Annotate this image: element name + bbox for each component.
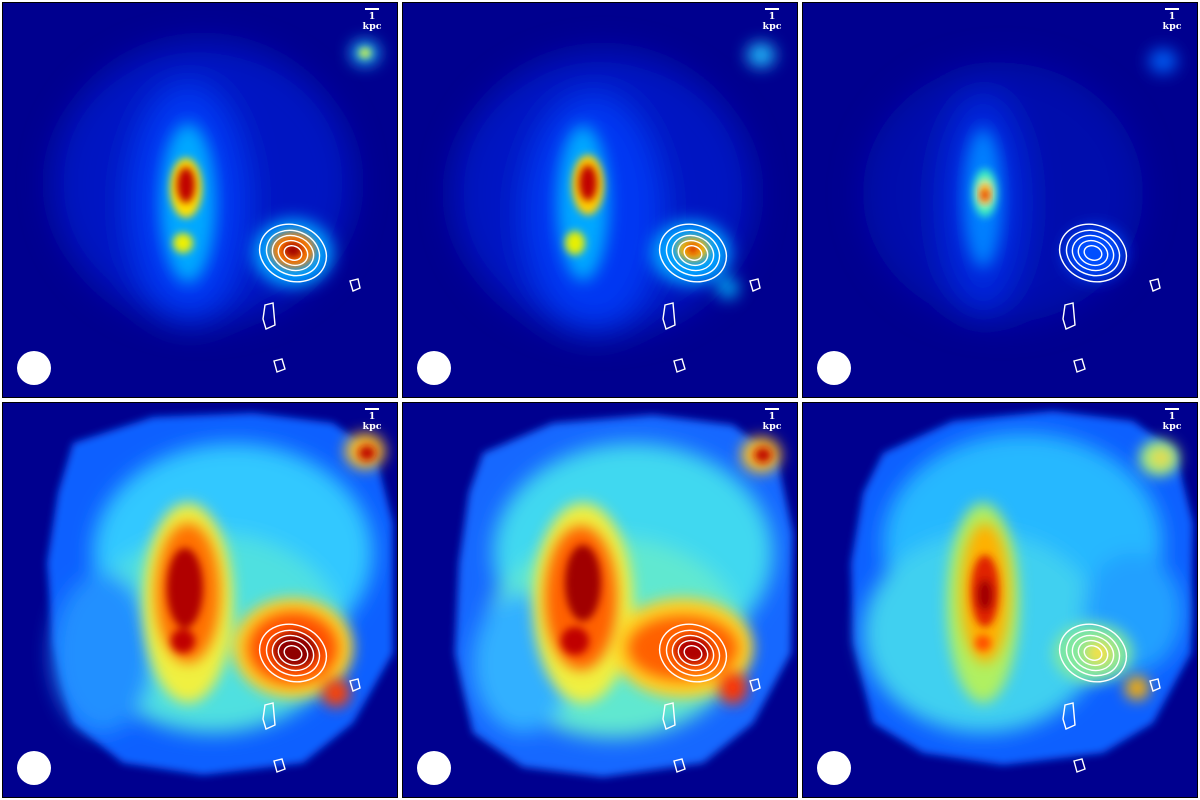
contour-lines	[258, 623, 361, 773]
scale-bar: 1 kpc	[758, 408, 786, 432]
scale-bar-line	[1165, 8, 1179, 10]
scale-bar-line	[365, 8, 379, 10]
contour-lines	[1058, 623, 1161, 773]
scale-bar-label: 1 kpc	[362, 411, 382, 432]
panel-bottom-left: 1 kpc	[2, 402, 398, 798]
intensity-map	[803, 3, 1197, 397]
panel-bottom-middle: 1 kpc	[402, 402, 798, 798]
panel-top-left: 1 kpc	[2, 2, 398, 398]
contour-lines	[258, 223, 361, 373]
intensity-map	[403, 3, 797, 397]
scale-bar: 1 kpc	[358, 8, 386, 32]
scale-bar: 1 kpc	[1158, 8, 1186, 32]
beam-circle	[417, 351, 451, 385]
intensity-map	[803, 403, 1197, 797]
panel-top-middle: 1 kpc	[402, 2, 798, 398]
beam-circle	[417, 751, 451, 785]
scale-bar-label: 1 kpc	[1162, 411, 1182, 432]
intensity-map	[3, 403, 397, 797]
scale-bar-label: 1 kpc	[1162, 11, 1182, 32]
intensity-map	[3, 3, 397, 397]
contour-lines	[658, 223, 761, 373]
beam-circle	[817, 351, 851, 385]
scale-bar-line	[1165, 408, 1179, 410]
scale-bar-label: 1 kpc	[762, 411, 782, 432]
scale-bar-label: 1 kpc	[362, 11, 382, 32]
scale-bar-line	[365, 408, 379, 410]
beam-circle	[17, 351, 51, 385]
beam-circle	[817, 751, 851, 785]
scale-bar-line	[765, 408, 779, 410]
scale-bar: 1 kpc	[1158, 408, 1186, 432]
contour-lines	[658, 623, 761, 773]
panel-bottom-right: 1 kpc	[802, 402, 1198, 798]
panel-top-right: 1 kpc	[802, 2, 1198, 398]
intensity-map	[403, 403, 797, 797]
scale-bar: 1 kpc	[358, 408, 386, 432]
scale-bar: 1 kpc	[758, 8, 786, 32]
scale-bar-label: 1 kpc	[762, 11, 782, 32]
contour-lines	[1058, 223, 1161, 373]
scale-bar-line	[765, 8, 779, 10]
beam-circle	[17, 751, 51, 785]
